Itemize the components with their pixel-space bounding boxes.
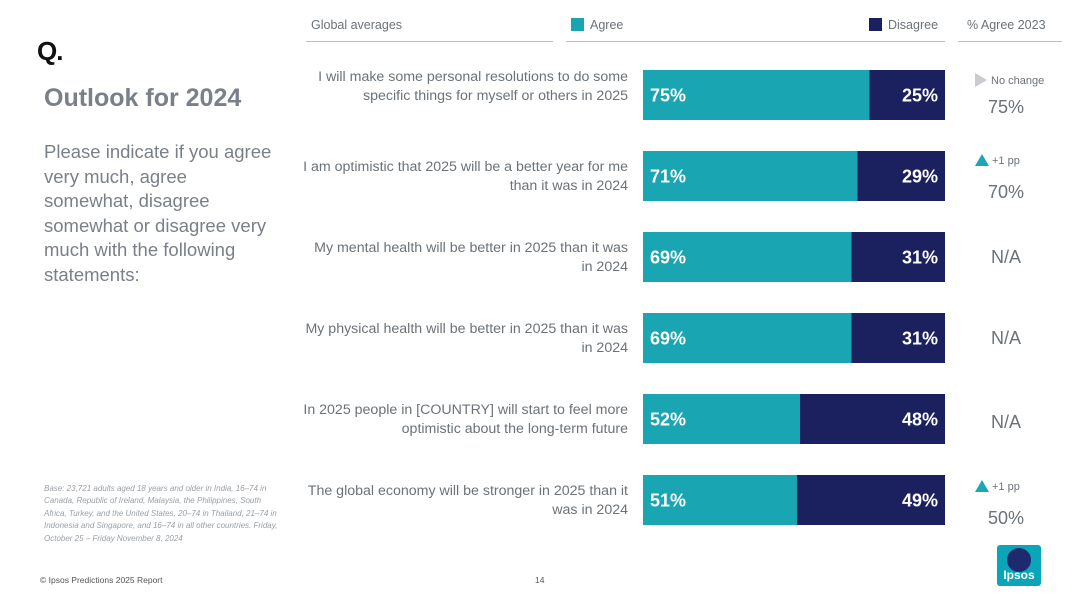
bar-disagree	[851, 313, 945, 363]
bar-agree-label: 51%	[650, 491, 686, 511]
page-title: Outlook for 2024	[44, 84, 242, 112]
change-label: +1 pp	[992, 481, 1020, 493]
bar-disagree	[869, 70, 945, 120]
change-indicator: +1 pp	[975, 480, 1020, 493]
logo-text: Ipsos	[1003, 568, 1035, 582]
prev-year-header: % Agree 2023	[967, 18, 1046, 32]
bar-agree	[643, 475, 798, 525]
legend-agree: Agree	[571, 18, 623, 32]
prev-year-value: N/A	[990, 328, 1021, 348]
up-arrow-icon	[975, 480, 989, 492]
bar-disagree	[800, 394, 945, 444]
legend-disagree-label: Disagree	[888, 18, 939, 32]
no-change-icon	[975, 73, 987, 87]
bar-disagree-label: 31%	[902, 248, 938, 268]
header-divider	[306, 41, 553, 42]
legend-agree-swatch	[571, 18, 584, 31]
statement-label: I will make some personal resolutions to…	[318, 69, 628, 104]
bar-disagree	[851, 232, 945, 282]
bar-agree	[643, 70, 870, 120]
bar-disagree-label: 25%	[902, 86, 938, 106]
change-indicator: No change	[975, 73, 1044, 87]
prev-year-value: N/A	[990, 247, 1021, 267]
change-label: +1 pp	[992, 155, 1020, 167]
bar-agree	[643, 394, 801, 444]
prev-year-value: N/A	[990, 412, 1021, 432]
legend-disagree: Disagree	[869, 18, 938, 32]
footer-copyright: © Ipsos Predictions 2025 Report	[40, 575, 163, 585]
statement-label: In 2025 people in [COUNTRY] will start t…	[303, 402, 628, 437]
statement-label: My physical health will be better in 202…	[305, 321, 628, 356]
ipsos-logo: Ipsos	[997, 545, 1041, 586]
bar-agree	[643, 151, 858, 201]
header-divider	[958, 41, 1062, 42]
bar-agree-label: 75%	[650, 86, 686, 106]
legend-disagree-swatch	[869, 18, 882, 31]
bar-disagree-label: 49%	[902, 491, 938, 511]
bar-disagree	[857, 151, 945, 201]
bar-disagree-label: 29%	[902, 167, 938, 187]
bar-agree-label: 69%	[650, 329, 686, 349]
question-text: Please indicate if you agree very much, …	[44, 141, 272, 285]
legend-agree-label: Agree	[590, 18, 624, 32]
page-number: 14	[535, 575, 545, 585]
prev-year-value: 70%	[987, 182, 1025, 202]
bar-disagree	[797, 475, 945, 525]
logo-circle-icon	[1007, 548, 1031, 572]
statement-label: I am optimistic that 2025 will be a bett…	[303, 159, 628, 194]
bar-agree	[643, 313, 852, 363]
prev-year-value: 75%	[987, 97, 1025, 117]
brand-mark: Q.	[37, 36, 63, 66]
change-label: No change	[991, 75, 1045, 87]
statement-label: The global economy will be stronger in 2…	[307, 483, 628, 518]
change-indicator: +1 pp	[975, 154, 1020, 167]
chart-title: Global averages	[311, 18, 403, 32]
bar-disagree-label: 31%	[902, 329, 938, 349]
bar-agree-label: 71%	[650, 167, 686, 187]
bar-agree-label: 52%	[650, 410, 686, 430]
base-note: Base: 23,721 adults aged 18 years and ol…	[44, 484, 278, 543]
header-divider	[566, 41, 945, 42]
prev-year-value: 50%	[987, 508, 1025, 528]
up-arrow-icon	[975, 154, 989, 166]
bar-disagree-label: 48%	[902, 410, 938, 430]
statement-label: My mental health will be better in 2025 …	[314, 240, 628, 275]
bar-agree-label: 69%	[650, 248, 686, 268]
bar-agree	[643, 232, 852, 282]
